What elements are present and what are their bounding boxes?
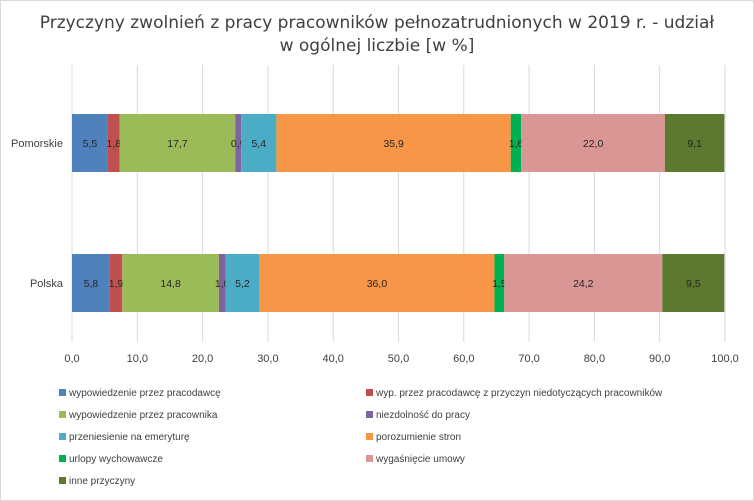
bar-segment: [662, 254, 725, 312]
bar-segment: [72, 114, 108, 172]
bar-segment: [107, 114, 120, 172]
data-label: 1,8: [106, 138, 121, 150]
data-label: 1,9: [109, 278, 124, 290]
x-tick-label: 30,0: [257, 353, 278, 365]
legend-label: wyp. przez pracodawcę z przyczyn niedoty…: [375, 388, 663, 399]
legend-label: porozumienie stron: [376, 432, 461, 443]
x-tick-label: 70,0: [518, 353, 539, 365]
bar-segment: [225, 254, 260, 312]
bar-segment: [510, 114, 522, 172]
legend-label: niezdolność do pracy: [376, 410, 470, 421]
legend-swatch: [59, 433, 66, 440]
bar-segment: [72, 254, 110, 312]
legend-label: wygaśnięcie umowy: [375, 454, 465, 465]
legend-swatch: [366, 433, 373, 440]
x-tick-label: 60,0: [453, 353, 474, 365]
x-tick-label: 90,0: [649, 353, 670, 365]
data-label: 9,1: [687, 138, 702, 150]
data-label: 9,5: [686, 278, 701, 290]
legend-swatch: [366, 411, 373, 418]
legend-label: urlopy wychowawcze: [69, 454, 163, 465]
bar-segment: [494, 254, 505, 312]
legend-label: wypowiedzenie przez pracodawcę: [68, 388, 221, 399]
bar-segment: [504, 254, 663, 312]
x-tick-label: 100,0: [711, 353, 739, 365]
legend-swatch: [59, 477, 66, 484]
chart-title-line-2: w ogólnej liczbie [w %]: [279, 36, 475, 56]
data-label: 35,9: [383, 138, 404, 150]
data-label: 5,2: [235, 278, 250, 290]
bar-segment: [521, 114, 665, 172]
data-label: 24,2: [573, 278, 594, 290]
x-tick-label: 20,0: [192, 353, 213, 365]
legend-swatch: [366, 389, 373, 396]
legend-swatch: [59, 455, 66, 462]
x-tick-label: 50,0: [388, 353, 409, 365]
data-label: 5,4: [251, 138, 266, 150]
data-label: 14,8: [160, 278, 181, 290]
bar-segment: [241, 114, 277, 172]
x-tick-label: 0,0: [64, 353, 79, 365]
bar-segment: [664, 114, 725, 172]
bar-segment: [122, 254, 219, 312]
bar-segment: [259, 254, 495, 312]
data-label: 22,0: [583, 138, 604, 150]
legend-label: wypowiedzenie przez pracownika: [68, 410, 218, 421]
bar-segment: [218, 254, 226, 312]
legend-label: inne przyczyny: [69, 476, 135, 487]
x-tick-label: 10,0: [127, 353, 148, 365]
legend-swatch: [59, 411, 66, 418]
bar-segment: [119, 114, 236, 172]
legend-swatch: [366, 455, 373, 462]
data-label: 1,5: [492, 278, 507, 290]
data-label: 17,7: [167, 138, 188, 150]
chart-title-line-1: Przyczyny zwolnień z pracy pracowników p…: [39, 13, 715, 33]
data-label: 5,5: [83, 138, 98, 150]
x-tick-label: 40,0: [322, 353, 343, 365]
bar-segment: [276, 114, 511, 172]
legend-label: przeniesienie na emeryturę: [69, 432, 190, 443]
x-tick-label: 80,0: [584, 353, 605, 365]
bar-segment: [235, 114, 242, 172]
data-label: 5,8: [84, 278, 99, 290]
data-label: 1,6: [509, 138, 524, 150]
legend-swatch: [59, 389, 66, 396]
bar-segment: [109, 254, 123, 312]
y-category-label: Pomorskie: [11, 138, 63, 150]
y-category-label: Polska: [30, 278, 64, 290]
data-label: 36,0: [367, 278, 388, 290]
